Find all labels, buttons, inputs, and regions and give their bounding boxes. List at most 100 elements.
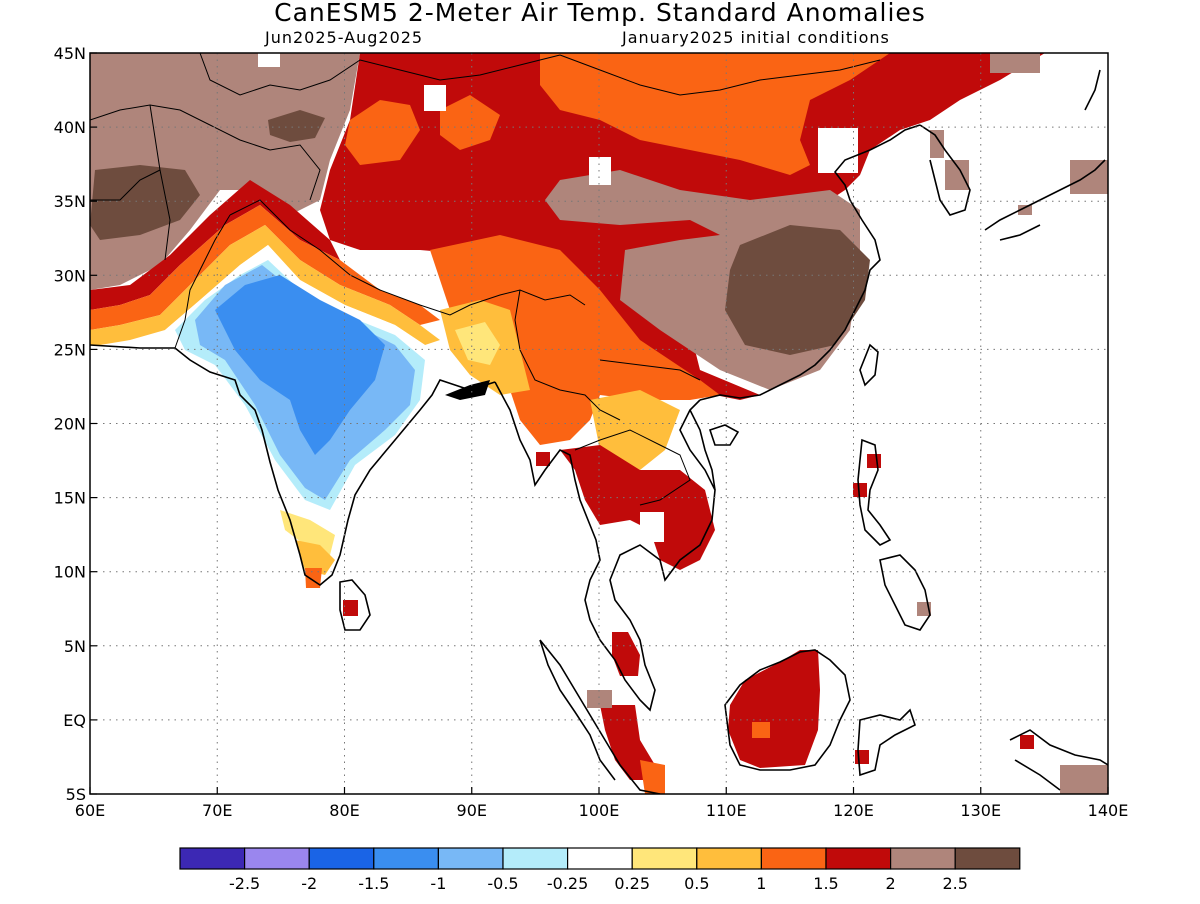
coastline-india [90,344,496,586]
nodata-cell-5 [640,512,664,542]
y-tick-label: 40N [54,118,86,137]
coastlines [90,69,1108,794]
anomaly-region-southindia-orange [295,540,335,575]
coastline-sulawesi [857,708,916,777]
anomaly-region-west-darkbrown-1 [90,165,200,240]
anomaly-cell-japan-2 [1018,205,1032,215]
legend-swatch [954,847,1021,870]
anomaly-region-malaysia-red [612,632,640,676]
x-tick-label: 80E [329,801,359,820]
anomaly-region-himalaya-yellow [90,225,440,345]
y-tick-label: 15N [54,489,86,508]
legend-label: 1 [756,874,766,893]
y-tick-label: EQ [63,711,86,730]
y-tick-label: 5N [64,637,86,656]
legend-swatch [373,847,439,870]
border-central-asia [90,53,361,201]
legend-swatch [631,847,698,870]
nodata-cell-6 [536,452,550,466]
border-south-china [599,359,701,381]
anomaly-region-north-orange [540,53,890,175]
anomaly-region-borneo-red [728,650,820,768]
border-myanmar-china [514,289,621,421]
nodata-cell-2 [424,85,446,111]
legend-label: 2 [886,874,896,893]
anomaly-region-southchina-orange [430,235,720,445]
x-tick-label: 120E [833,801,874,820]
coastline-newguinea [1009,729,1108,791]
border-thailand-laos [574,429,691,506]
anomaly-region-sumatra-orange [640,760,665,794]
coastline-vietnam [689,409,716,491]
legend-label: -0.5 [487,874,518,893]
legend-swatch [179,847,246,870]
border-afghanistan [90,104,321,261]
coastline-korea [919,124,971,216]
ganges-delta [445,380,490,400]
forecast-period: Jun2025-Aug2025 [265,28,424,47]
lakes-islands [445,380,490,400]
x-tick-label: 110E [706,801,747,820]
x-tick-label: 60E [75,801,105,820]
anomaly-region-southindia-yellow [280,510,335,555]
x-tick-label: 100E [579,801,620,820]
coastline-taiwan [859,343,879,387]
legend-label: 1.5 [813,874,838,893]
anomaly-region-india-blue [215,275,385,455]
anomaly-cell-luzon-2 [853,483,867,497]
legend-label: 0.25 [614,874,650,893]
gridlines [90,53,1108,794]
y-tick-label: 10N [54,563,86,582]
anomaly-region-china-darkbrown [725,225,870,355]
axis-ticks: 60E 70E 80E 90E 100E 110E 120E 130E 140E 5S EQ 5N 10… [54,44,1129,820]
anomaly-cell-korea-2 [945,160,969,190]
x-tick-label: 90E [457,801,487,820]
legend-label: -0.25 [547,874,588,893]
anomaly-region-himalaya-red [90,180,340,310]
anomaly-cell-northeast [990,53,1040,73]
y-tick-label: 30N [54,266,86,285]
anomaly-region-tibet-orange [345,100,420,165]
legend-swatch [244,847,310,870]
legend-swatch [308,847,375,870]
anomaly-cell-sulawesi [855,750,869,764]
legend-label: -1 [430,874,446,893]
coastline-srilanka [339,579,371,631]
coastline-luzon [857,438,892,546]
legend-label: 2.5 [942,874,967,893]
anomaly-region-borneo-orange [752,722,770,738]
legend-swatch [696,847,762,870]
anomaly-cell-newguinea-2 [1020,735,1034,749]
chart-title: CanESM5 2-Meter Air Temp. Standard Anoma… [274,0,926,27]
x-tick-label: 130E [960,801,1001,820]
anomaly-field [90,53,1108,794]
y-tick-label: 35N [54,192,86,211]
nodata-cell-3 [589,157,611,185]
x-tick-label: 140E [1088,801,1129,820]
initial-conditions: January2025 initial conditions [622,28,890,47]
border-china-mongolia [359,54,881,96]
legend-label: -2.5 [229,874,260,893]
y-tick-label: 25N [54,340,86,359]
coastline-southchina [699,124,921,401]
anomaly-region-west-darkbrown-2 [268,110,325,142]
y-tick-label: 45N [54,44,86,63]
anomaly-region-west-brown [90,53,360,290]
anomaly-region-sumatra-brown [587,690,612,708]
nodata-cell-1 [258,53,280,67]
legend-swatch [437,847,504,870]
coastline-philippines [879,554,931,631]
legend-swatch [825,847,892,870]
y-tick-label: 20N [54,415,86,434]
anomaly-cell-japan [1070,160,1108,194]
coastline-malay [599,399,716,712]
legend-swatch [566,847,633,870]
anomaly-region-tibet-red [320,53,1045,400]
coastline-borneo [724,649,851,771]
border-himalaya [229,199,586,316]
color-legend: -2.5 -2 -1.5 -1 -0.5 -0.25 0.25 0.5 1 1.5 2 2.5 [179,847,1021,893]
coastline-sumatra [539,639,661,794]
anomaly-region-laos-yellow [590,390,680,470]
anomaly-region-tibet-orange-2 [440,95,500,150]
